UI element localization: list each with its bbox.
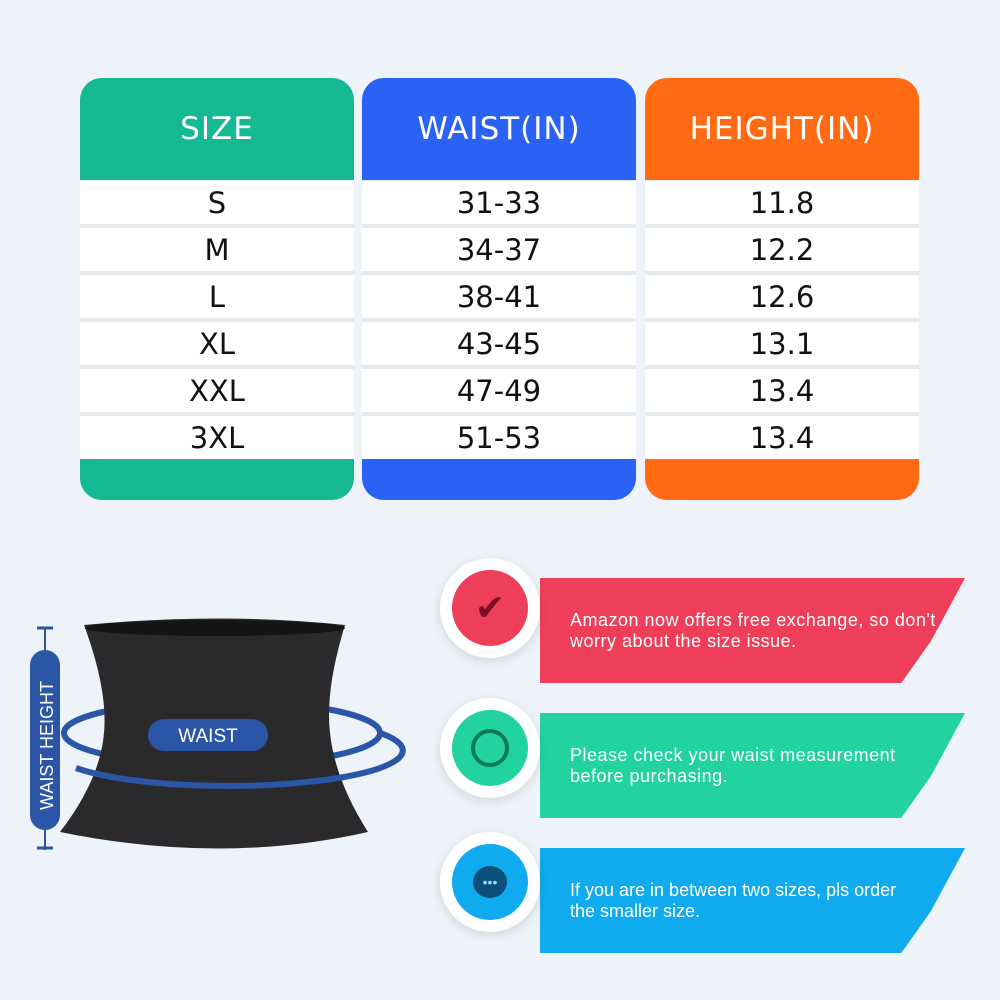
tip-text: Please check your waist measurement befo… — [570, 744, 896, 786]
cell-size: L — [80, 275, 354, 318]
cell-size: XL — [80, 322, 354, 365]
cell-height: 13.4 — [645, 416, 919, 459]
cell-size: S — [80, 181, 354, 224]
cell-height: 12.2 — [645, 228, 919, 271]
cell-waist: 31-33 — [362, 181, 636, 224]
tip-icon-badge: ••• — [440, 832, 540, 932]
waist-height-label: WAIST HEIGHT — [37, 681, 57, 810]
cell-size: M — [80, 228, 354, 271]
cell-waist: 51-53 — [362, 416, 636, 459]
cell-height: 12.6 — [645, 275, 919, 318]
waist-trainer-diagram: WAIST WAIST HEIGHT — [30, 618, 406, 850]
tip-text: If you are in between two sizes, pls ord… — [570, 879, 897, 921]
cell-waist: 43-45 — [362, 322, 636, 365]
cell-height: 13.4 — [645, 369, 919, 412]
chat-bubble-icon: ••• — [473, 866, 507, 898]
header-height: HEIGHT(IN) — [689, 111, 875, 147]
cell-height: 11.8 — [645, 181, 919, 224]
lightbulb-check-icon: ✔ — [474, 587, 506, 628]
header-size: SIZE — [180, 111, 254, 147]
waist-column: WAIST(IN) 31-33 34-37 38-41 43-45 47-49 … — [362, 78, 636, 500]
tip-banner-measure: Please check your waist measurement befo… — [540, 713, 965, 818]
cell-size: XXL — [80, 369, 354, 412]
height-column: HEIGHT(IN) 11.8 12.2 12.6 13.1 13.4 13.4 — [645, 78, 919, 500]
size-column: SIZE S M L XL XXL 3XL — [80, 78, 354, 500]
clock-icon — [471, 729, 509, 767]
tip-icon-badge — [440, 698, 540, 798]
cell-waist: 47-49 — [362, 369, 636, 412]
cell-size: 3XL — [80, 416, 354, 459]
tip-text: Amazon now offers free exchange, so don'… — [570, 609, 936, 651]
cell-height: 13.1 — [645, 322, 919, 365]
cell-waist: 34-37 — [362, 228, 636, 271]
cell-waist: 38-41 — [362, 275, 636, 318]
tip-banner-between-sizes: If you are in between two sizes, pls ord… — [540, 848, 965, 953]
waist-label-pill — [148, 719, 268, 751]
waist-label: WAIST — [178, 726, 238, 747]
tip-banner-exchange: Amazon now offers free exchange, so don'… — [540, 578, 965, 683]
header-waist: WAIST(IN) — [417, 111, 581, 147]
tip-icon-badge: ✔ — [440, 558, 540, 658]
